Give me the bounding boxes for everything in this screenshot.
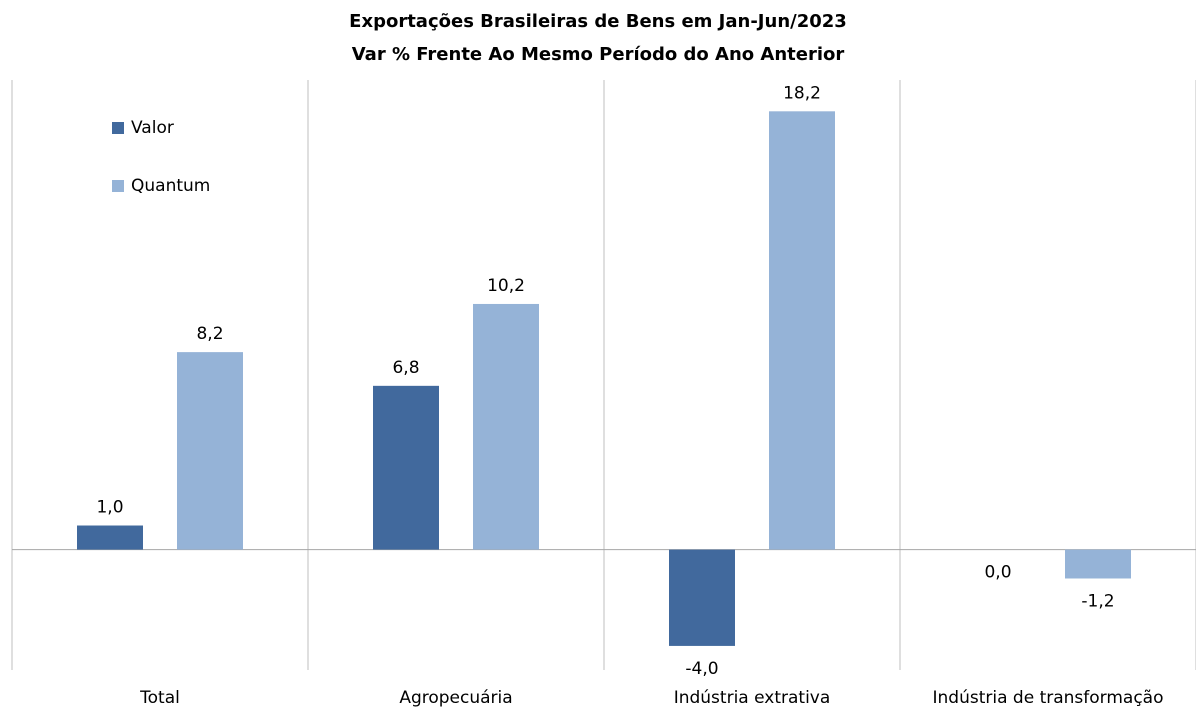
value-label: 8,2	[196, 324, 223, 344]
value-label: 0,0	[984, 563, 1011, 583]
chart-title: Exportações Brasileiras de Bens em Jan-J…	[349, 11, 847, 32]
x-tick-label: Indústria extrativa	[674, 688, 831, 708]
bar	[77, 525, 143, 550]
legend-swatch	[112, 180, 124, 192]
bar	[1065, 549, 1131, 579]
value-label: -4,0	[685, 659, 718, 679]
legend-swatch	[112, 122, 124, 134]
x-tick-label: Indústria de transformação	[933, 688, 1164, 708]
bar	[473, 303, 539, 550]
x-tick-label: Total	[139, 688, 180, 708]
legend-label: Valor	[131, 118, 174, 138]
bar	[373, 385, 439, 550]
x-tick-label: Agropecuária	[399, 688, 512, 708]
value-label: 10,2	[487, 276, 525, 296]
value-label: -1,2	[1081, 591, 1114, 611]
bar	[177, 352, 243, 550]
legend-label: Quantum	[131, 176, 210, 196]
value-label: 6,8	[392, 358, 419, 378]
bar	[769, 111, 835, 550]
value-label: 1,0	[96, 498, 123, 518]
value-label: 18,2	[783, 83, 821, 103]
chart-subtitle: Var % Frente Ao Mesmo Período do Ano Ant…	[352, 44, 845, 65]
bar	[669, 549, 735, 646]
